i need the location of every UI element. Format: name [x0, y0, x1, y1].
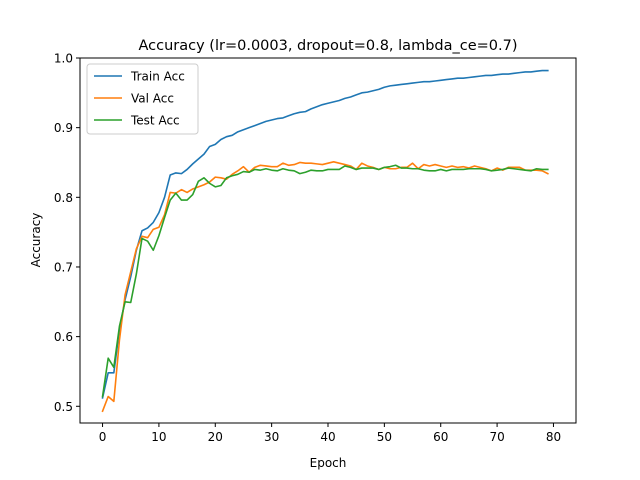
legend: Train Acc Val Acc Test Acc	[86, 63, 199, 135]
y-tick-label: 0.7	[54, 260, 73, 274]
series-line-val-acc	[101, 160, 549, 413]
x-tick-label: 20	[208, 430, 223, 444]
y-tick-label: 0.8	[54, 191, 73, 205]
y-tick-label: 0.9	[54, 121, 73, 135]
legend-label: Test Acc	[130, 114, 180, 128]
x-tick-label: 80	[546, 430, 561, 444]
legend-label: Val Acc	[131, 92, 174, 106]
x-tick-label: 60	[433, 430, 448, 444]
legend-box	[86, 63, 199, 135]
y-tick-label: 1.0	[54, 52, 73, 66]
x-tick-label: 10	[151, 430, 166, 444]
x-axis-ticks: 0 10 20 30 40 50 60 70 80	[99, 423, 561, 444]
x-tick-label: 70	[489, 430, 504, 444]
series-layer	[101, 69, 549, 413]
y-axis-ticks: 0.5 0.6 0.7 0.8 0.9 1.0	[54, 52, 80, 414]
y-tick-label: 0.6	[54, 330, 73, 344]
x-axis-label: Epoch	[310, 456, 347, 470]
x-tick-label: 0	[99, 430, 107, 444]
x-tick-label: 30	[264, 430, 279, 444]
legend-label: Train Acc	[130, 70, 185, 84]
series-line-train-acc	[101, 69, 549, 399]
y-tick-label: 0.5	[54, 400, 73, 414]
y-axis-label: Accuracy	[29, 213, 43, 268]
chart-title: Accuracy (lr=0.0003, dropout=0.8, lambda…	[139, 38, 518, 54]
x-tick-label: 40	[320, 430, 335, 444]
series-line-test-acc	[101, 164, 549, 398]
x-tick-label: 50	[377, 430, 392, 444]
